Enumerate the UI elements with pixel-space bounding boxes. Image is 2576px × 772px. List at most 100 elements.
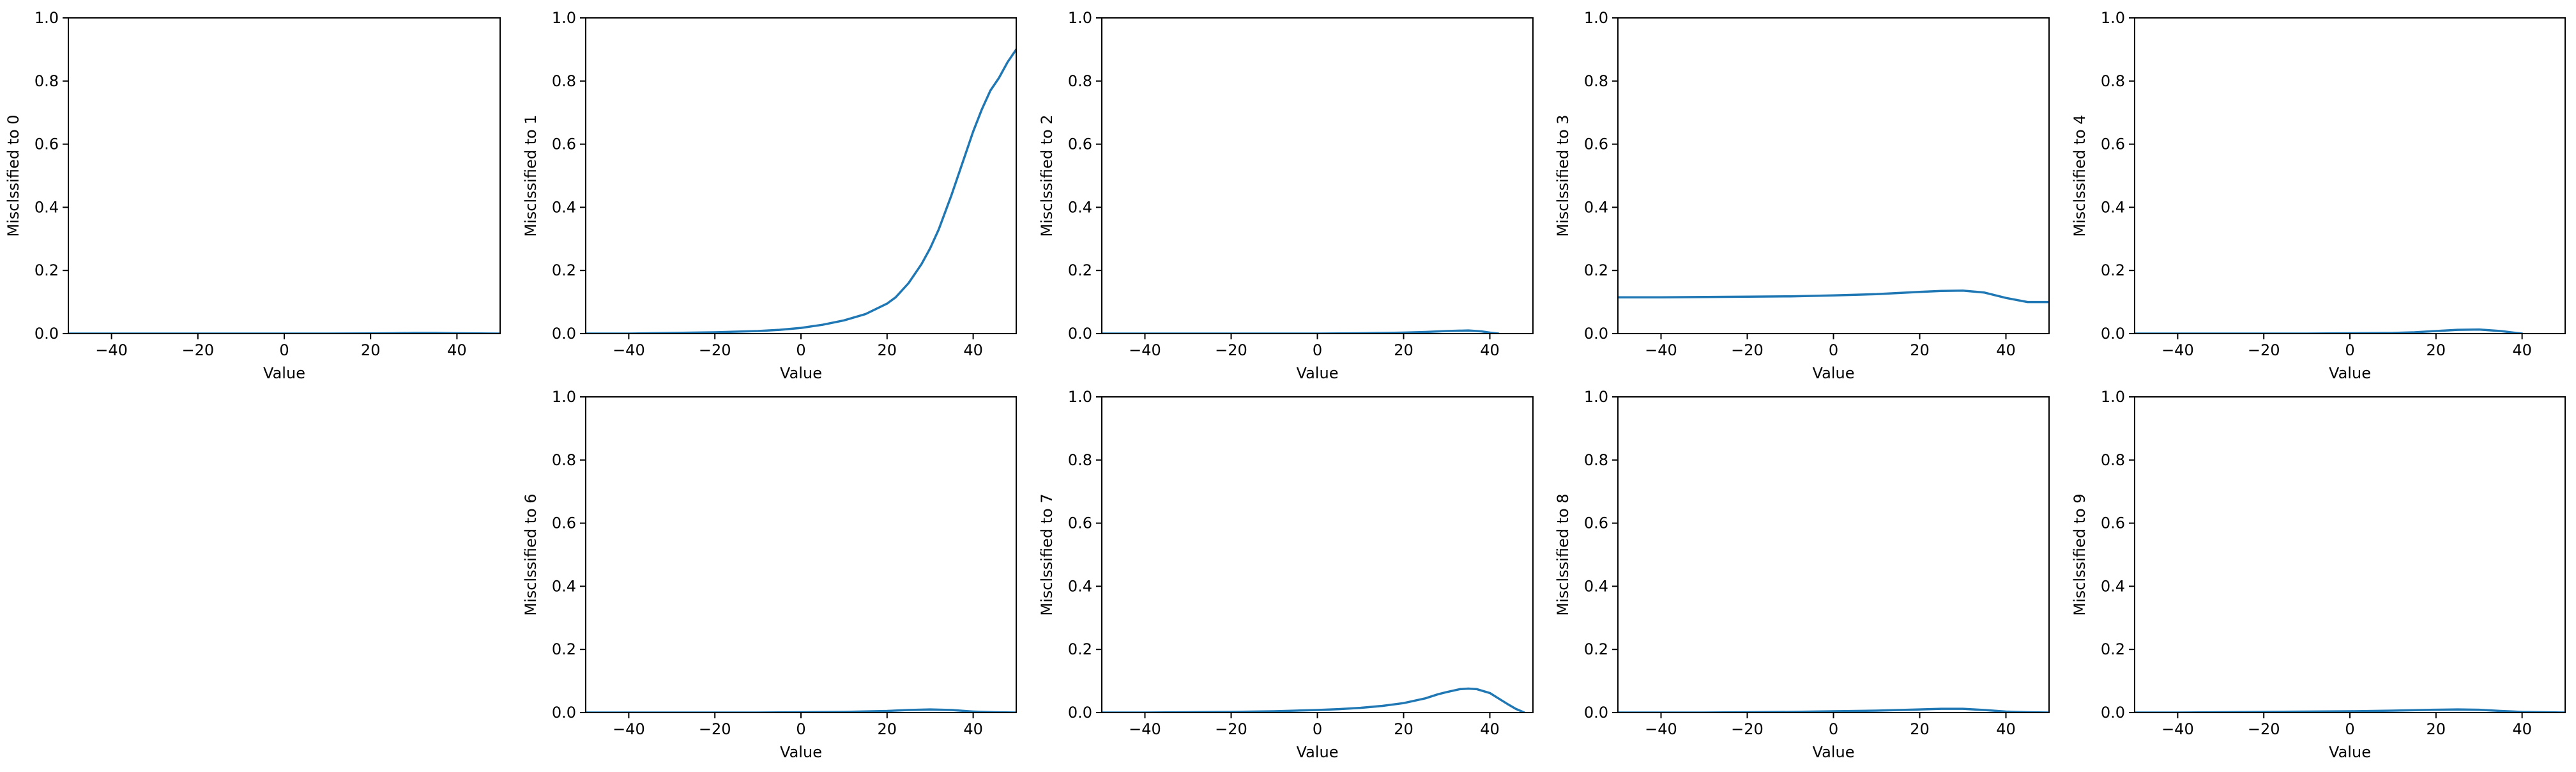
axes-frame xyxy=(1101,396,1534,713)
y-tick-label: 0.4 xyxy=(552,577,576,595)
x-tick-label: 40 xyxy=(1480,720,1500,738)
y-tick-label: 0.0 xyxy=(552,704,576,722)
x-axis-label: Value xyxy=(1813,364,1855,382)
y-tick-label: 0.0 xyxy=(2101,325,2125,343)
y-axis-label: Misclssified to 3 xyxy=(1554,114,1572,236)
y-tick-label: 0.8 xyxy=(552,72,576,90)
x-tick-label: −20 xyxy=(1731,341,1764,359)
y-tick-label: 0.0 xyxy=(1068,325,1092,343)
x-tick-label: −20 xyxy=(1731,720,1764,738)
x-tick-label: 20 xyxy=(1394,341,1414,359)
x-tick-label: 20 xyxy=(1394,720,1414,738)
x-tick-label: 0 xyxy=(1313,720,1322,738)
y-tick-label: 0.4 xyxy=(1584,577,1608,595)
y-tick-label: 0.2 xyxy=(1584,640,1608,658)
x-tick-label: 40 xyxy=(2512,720,2532,738)
y-tick-label: 1.0 xyxy=(552,9,576,27)
y-tick-label: 1.0 xyxy=(1584,388,1608,406)
y-axis-label: Misclssified to 1 xyxy=(522,114,540,236)
y-tick-label: 0.6 xyxy=(1068,514,1092,532)
y-tick-label: 0.4 xyxy=(552,198,576,216)
y-tick-label: 0.4 xyxy=(2101,198,2125,216)
subplot-4: −40 −20 0 20 40 0.0 0.2 0.4 0.6 0.8 1.0 Value Miscls… xyxy=(2071,9,2566,382)
y-tick-label: 0.2 xyxy=(552,640,576,658)
x-tick-label: −40 xyxy=(1645,720,1677,738)
y-tick-label: 0.8 xyxy=(1068,72,1092,90)
axes-frame xyxy=(1617,17,2050,334)
x-tick-label: −20 xyxy=(699,720,731,738)
y-tick-label: 0.2 xyxy=(1584,261,1608,279)
y-tick-label: 0.8 xyxy=(2101,451,2125,469)
x-tick-label: −40 xyxy=(613,720,645,738)
subplot-5: −40 −20 0 20 40 0.0 0.2 0.4 0.6 0.8 1.0 Value Miscls… xyxy=(522,388,1017,761)
y-tick-label: 0.4 xyxy=(34,198,59,216)
series-line xyxy=(1618,290,2049,304)
y-tick-label: 0.8 xyxy=(1068,451,1092,469)
subplot-6: −40 −20 0 20 40 0.0 0.2 0.4 0.6 0.8 1.0 Value Miscls… xyxy=(1038,388,1534,761)
x-tick-label: 20 xyxy=(361,341,381,359)
axes-frame xyxy=(2134,396,2566,713)
axes-frame xyxy=(1101,17,1534,334)
x-tick-label: −20 xyxy=(1215,720,1247,738)
x-axis-label: Value xyxy=(1297,743,1339,761)
y-tick-label: 0.6 xyxy=(552,514,576,532)
subplot-7: −40 −20 0 20 40 0.0 0.2 0.4 0.6 0.8 1.0 Value Miscls… xyxy=(1554,388,2050,761)
y-tick-label: 0.2 xyxy=(1068,640,1092,658)
y-tick-label: 1.0 xyxy=(1068,388,1092,406)
y-tick-label: 0.8 xyxy=(552,451,576,469)
x-tick-label: 20 xyxy=(878,341,897,359)
y-axis-label: Misclssified to 0 xyxy=(4,114,22,236)
y-tick-label: 0.6 xyxy=(1584,135,1608,153)
y-tick-label: 0.8 xyxy=(1584,72,1608,90)
y-tick-label: 0.4 xyxy=(1068,198,1092,216)
x-tick-label: −40 xyxy=(1129,720,1161,738)
y-tick-label: 1.0 xyxy=(1584,9,1608,27)
x-tick-label: 0 xyxy=(279,341,289,359)
y-axis-label: Misclssified to 8 xyxy=(1554,493,1572,615)
series-line xyxy=(2135,328,2524,334)
y-tick-label: 1.0 xyxy=(2101,9,2125,27)
x-axis-label: Value xyxy=(780,364,822,382)
y-tick-label: 1.0 xyxy=(1068,9,1092,27)
y-axis-label: Misclssified to 4 xyxy=(2071,114,2089,236)
subplot-8: −40 −20 0 20 40 0.0 0.2 0.4 0.6 0.8 1.0 Value Miscls… xyxy=(2071,388,2566,761)
y-tick-label: 0.2 xyxy=(2101,640,2125,658)
y-tick-label: 0.6 xyxy=(1068,135,1092,153)
x-axis-label: Value xyxy=(1813,743,1855,761)
y-tick-label: 1.0 xyxy=(2101,388,2125,406)
y-tick-label: 0.8 xyxy=(34,72,59,90)
y-tick-label: 0.2 xyxy=(2101,261,2125,279)
x-tick-label: 20 xyxy=(2427,341,2446,359)
x-axis-label: Value xyxy=(1297,364,1339,382)
x-tick-label: 40 xyxy=(1480,341,1500,359)
x-tick-label: −20 xyxy=(1215,341,1247,359)
x-tick-label: 20 xyxy=(1910,720,1930,738)
x-axis-label: Value xyxy=(2329,743,2371,761)
x-tick-label: −40 xyxy=(2161,720,2194,738)
y-tick-label: 0.4 xyxy=(1584,198,1608,216)
subplot-0: −40 −20 0 20 40 0.0 0.2 0.4 0.6 0.8 1.0 Value Miscls… xyxy=(4,9,501,382)
y-tick-label: 0.0 xyxy=(1068,704,1092,722)
y-axis-label: Misclssified to 6 xyxy=(522,493,540,615)
y-tick-label: 0.6 xyxy=(2101,135,2125,153)
y-tick-label: 0.2 xyxy=(1068,261,1092,279)
x-tick-label: −40 xyxy=(1129,341,1161,359)
y-axis-label: Misclssified to 7 xyxy=(1038,493,1056,615)
series-line xyxy=(586,48,1016,334)
series-line xyxy=(1102,687,1526,713)
x-tick-label: 0 xyxy=(1313,341,1322,359)
x-axis-label: Value xyxy=(263,364,305,382)
x-tick-label: −40 xyxy=(1645,341,1677,359)
y-tick-label: 0.4 xyxy=(1068,577,1092,595)
x-tick-label: 20 xyxy=(2427,720,2446,738)
x-tick-label: 0 xyxy=(796,341,805,359)
x-tick-label: 40 xyxy=(447,341,467,359)
y-tick-label: 0.0 xyxy=(1584,704,1608,722)
y-tick-label: 0.6 xyxy=(34,135,59,153)
x-tick-label: −20 xyxy=(2248,341,2280,359)
y-tick-label: 0.2 xyxy=(34,261,59,279)
x-tick-label: −20 xyxy=(2248,720,2280,738)
series-line xyxy=(586,708,1016,713)
x-tick-label: 0 xyxy=(796,720,805,738)
